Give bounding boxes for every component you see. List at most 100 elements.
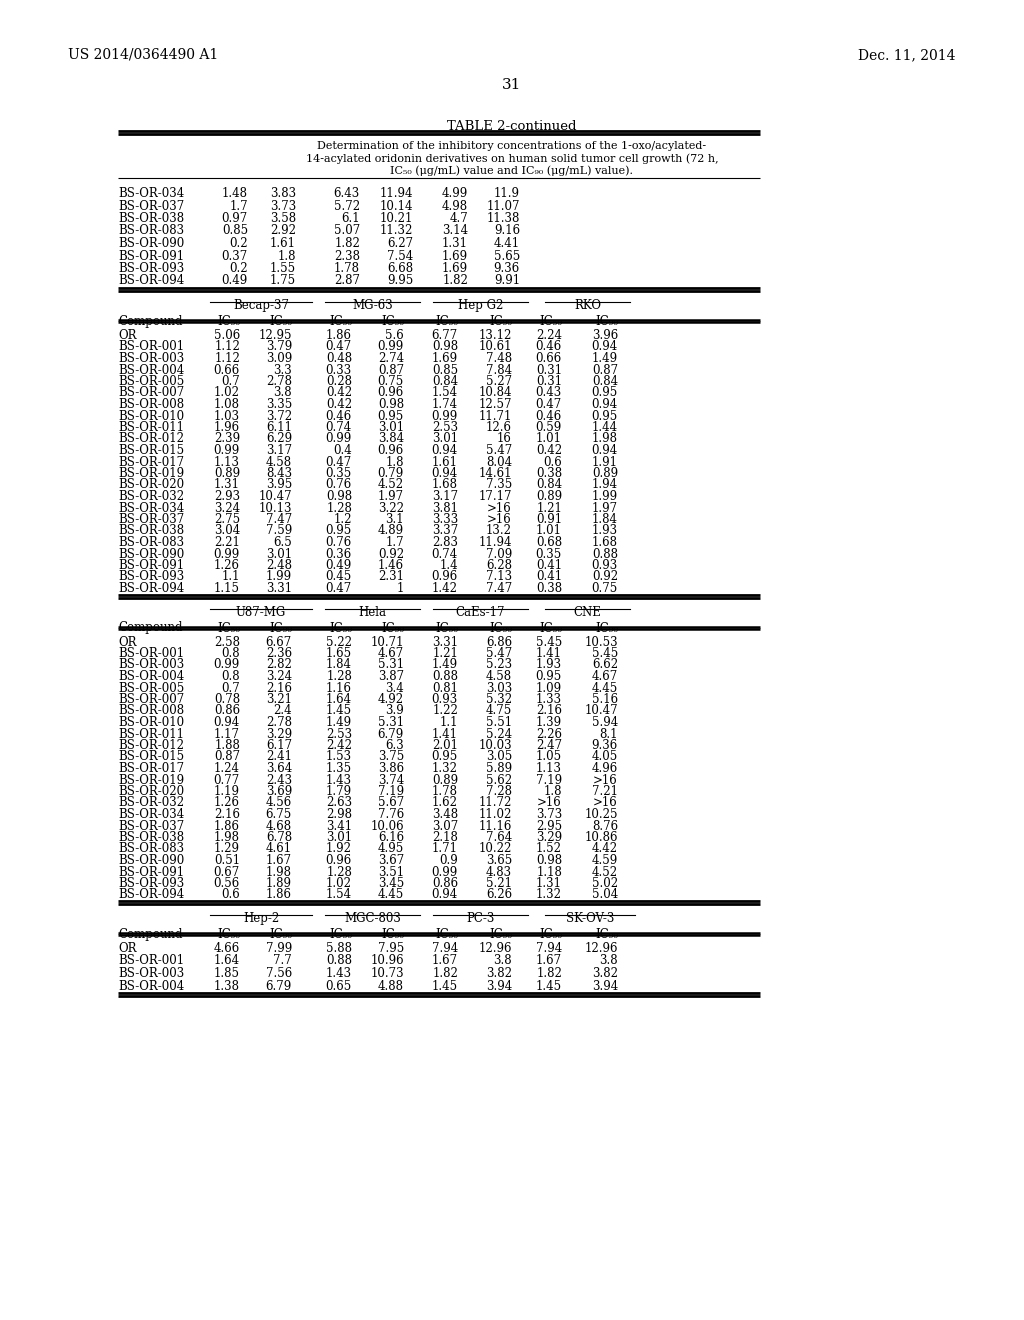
Text: 2.16: 2.16 — [536, 705, 562, 718]
Text: 12.57: 12.57 — [478, 399, 512, 411]
Text: RKO: RKO — [574, 300, 601, 312]
Text: BS-OR-032: BS-OR-032 — [118, 796, 184, 809]
Text: 4.45: 4.45 — [592, 681, 618, 694]
Text: 1.99: 1.99 — [592, 490, 618, 503]
Text: 7.54: 7.54 — [387, 249, 413, 263]
Text: 0.86: 0.86 — [214, 705, 240, 718]
Text: 0.41: 0.41 — [536, 558, 562, 572]
Text: 2.42: 2.42 — [326, 739, 352, 752]
Text: 6.17: 6.17 — [266, 739, 292, 752]
Text: 0.79: 0.79 — [378, 467, 404, 480]
Text: BS-OR-004: BS-OR-004 — [118, 363, 184, 376]
Text: 1.54: 1.54 — [326, 888, 352, 902]
Text: BS-OR-083: BS-OR-083 — [118, 224, 184, 238]
Text: 1.48: 1.48 — [222, 187, 248, 201]
Text: BS-OR-094: BS-OR-094 — [118, 275, 184, 288]
Text: 0.99: 0.99 — [432, 409, 458, 422]
Text: BS-OR-094: BS-OR-094 — [118, 582, 184, 595]
Text: 1.84: 1.84 — [592, 513, 618, 525]
Text: 0.94: 0.94 — [214, 715, 240, 729]
Text: 11.94: 11.94 — [478, 536, 512, 549]
Text: 0.47: 0.47 — [326, 582, 352, 595]
Text: 2.58: 2.58 — [214, 635, 240, 648]
Text: 0.89: 0.89 — [214, 467, 240, 480]
Text: 2.38: 2.38 — [334, 249, 360, 263]
Text: 2.63: 2.63 — [326, 796, 352, 809]
Text: 3.94: 3.94 — [592, 979, 618, 993]
Text: 0.38: 0.38 — [536, 467, 562, 480]
Text: IC₅₀: IC₅₀ — [435, 928, 458, 941]
Text: 0.49: 0.49 — [222, 275, 248, 288]
Text: 0.96: 0.96 — [378, 387, 404, 400]
Text: 3.95: 3.95 — [266, 479, 292, 491]
Text: 2.36: 2.36 — [266, 647, 292, 660]
Text: IC₅₀: IC₅₀ — [329, 622, 352, 635]
Text: BS-OR-037: BS-OR-037 — [118, 820, 184, 833]
Text: Hep-2: Hep-2 — [243, 912, 280, 925]
Text: 0.33: 0.33 — [326, 363, 352, 376]
Text: 0.65: 0.65 — [326, 979, 352, 993]
Text: 1: 1 — [396, 582, 404, 595]
Text: 3.64: 3.64 — [266, 762, 292, 775]
Text: BS-OR-019: BS-OR-019 — [118, 467, 184, 480]
Text: BS-OR-093: BS-OR-093 — [118, 261, 184, 275]
Text: 1.12: 1.12 — [214, 352, 240, 366]
Text: 3.41: 3.41 — [326, 820, 352, 833]
Text: BS-OR-037: BS-OR-037 — [118, 513, 184, 525]
Text: 3.51: 3.51 — [378, 866, 404, 879]
Text: 1.71: 1.71 — [432, 842, 458, 855]
Text: 2.75: 2.75 — [214, 513, 240, 525]
Text: 7.7: 7.7 — [273, 954, 292, 968]
Text: 7.19: 7.19 — [378, 785, 404, 799]
Text: 0.94: 0.94 — [432, 467, 458, 480]
Text: 7.13: 7.13 — [485, 570, 512, 583]
Text: 1.93: 1.93 — [536, 659, 562, 672]
Text: BS-OR-008: BS-OR-008 — [118, 399, 184, 411]
Text: 1.53: 1.53 — [326, 751, 352, 763]
Text: BS-OR-038: BS-OR-038 — [118, 213, 184, 224]
Text: BS-OR-001: BS-OR-001 — [118, 647, 184, 660]
Text: 10.21: 10.21 — [380, 213, 413, 224]
Text: 0.75: 0.75 — [378, 375, 404, 388]
Text: 1.01: 1.01 — [536, 433, 562, 446]
Text: 1.03: 1.03 — [214, 409, 240, 422]
Text: BS-OR-015: BS-OR-015 — [118, 444, 184, 457]
Text: 1.13: 1.13 — [214, 455, 240, 469]
Text: 4.58: 4.58 — [485, 671, 512, 682]
Text: 2.24: 2.24 — [536, 329, 562, 342]
Text: BS-OR-005: BS-OR-005 — [118, 681, 184, 694]
Text: 1.45: 1.45 — [326, 705, 352, 718]
Text: 0.7: 0.7 — [221, 681, 240, 694]
Text: 0.88: 0.88 — [326, 954, 352, 968]
Text: 10.14: 10.14 — [380, 199, 413, 213]
Text: 7.48: 7.48 — [485, 352, 512, 366]
Text: 0.56: 0.56 — [214, 876, 240, 890]
Text: 10.47: 10.47 — [585, 705, 618, 718]
Text: 7.59: 7.59 — [266, 524, 292, 537]
Text: 5.31: 5.31 — [378, 659, 404, 672]
Text: MG-63: MG-63 — [352, 300, 393, 312]
Text: 1.86: 1.86 — [266, 888, 292, 902]
Text: 3.24: 3.24 — [214, 502, 240, 515]
Text: 3.87: 3.87 — [378, 671, 404, 682]
Text: 1.65: 1.65 — [326, 647, 352, 660]
Text: 4.42: 4.42 — [592, 842, 618, 855]
Text: PC-3: PC-3 — [466, 912, 495, 925]
Text: 9.91: 9.91 — [494, 275, 520, 288]
Text: BS-OR-038: BS-OR-038 — [118, 832, 184, 843]
Text: 8.04: 8.04 — [485, 455, 512, 469]
Text: OR: OR — [118, 635, 136, 648]
Text: 3.72: 3.72 — [266, 409, 292, 422]
Text: 3.01: 3.01 — [266, 548, 292, 561]
Text: IC₉₀: IC₉₀ — [489, 315, 512, 327]
Text: 3.83: 3.83 — [270, 187, 296, 201]
Text: 4.59: 4.59 — [592, 854, 618, 867]
Text: 2.41: 2.41 — [266, 751, 292, 763]
Text: 1.82: 1.82 — [537, 968, 562, 979]
Text: 0.8: 0.8 — [221, 671, 240, 682]
Text: BS-OR-015: BS-OR-015 — [118, 751, 184, 763]
Text: 5.94: 5.94 — [592, 715, 618, 729]
Text: 1.45: 1.45 — [536, 979, 562, 993]
Text: 7.09: 7.09 — [485, 548, 512, 561]
Text: 5.72: 5.72 — [334, 199, 360, 213]
